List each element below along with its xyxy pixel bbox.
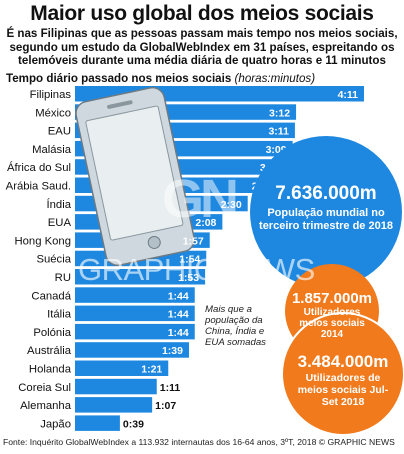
category-label: EUA — [48, 217, 72, 229]
users-2018-bubble — [281, 312, 404, 436]
value-label: 2:30 — [221, 199, 242, 211]
value-label: 1:53 — [178, 272, 199, 284]
bar — [75, 269, 206, 285]
comparison-note: Mais que a população da China, Índia e E… — [205, 304, 266, 348]
value-label: 1:11 — [160, 382, 181, 394]
users-2014-bubble-text: 1.857.000m Utilizadores meios sociais 20… — [290, 290, 374, 340]
value-label: 1:07 — [155, 400, 176, 412]
source-note: Fonte: Inquérito GlobalWebIndex a 113.93… — [3, 437, 395, 447]
bar — [75, 305, 195, 322]
value-label: 1:54 — [179, 254, 200, 266]
category-label: Índia — [47, 198, 72, 211]
population-label: População mundial no terceiro trimestre … — [259, 207, 393, 232]
population-value: 7.636.000m — [275, 183, 377, 204]
category-label: Arábia Saud. — [6, 181, 71, 193]
value-label: 3:11 — [268, 126, 289, 138]
category-label: RU — [55, 272, 71, 284]
bar — [75, 342, 189, 358]
chart-title: Maior uso global dos meios sociais — [30, 2, 374, 25]
value-label: 4:11 — [338, 89, 359, 101]
category-label: Austrália — [27, 345, 72, 357]
bar — [75, 323, 195, 340]
category-label: EAU — [48, 126, 71, 138]
bar — [75, 415, 120, 431]
phone-illustration — [75, 86, 195, 267]
value-label: 1:44 — [168, 290, 189, 302]
value-label: 1:44 — [168, 309, 189, 321]
category-label: Holanda — [29, 364, 72, 376]
category-label: Coreia Sul — [18, 382, 71, 394]
users-2018-value: 3.484.000m — [297, 352, 389, 371]
bar — [75, 287, 195, 303]
category-label: México — [35, 107, 71, 119]
category-label: Canadá — [31, 290, 71, 302]
users-2014-value: 1.857.000m — [291, 290, 373, 307]
value-label: 2:08 — [195, 217, 216, 229]
category-label: África do Sul — [7, 161, 71, 174]
population-bubble — [250, 136, 402, 288]
population-bubble-text: 7.636.000m População mundial no terceiro… — [256, 183, 396, 232]
bar — [75, 360, 169, 376]
axis-caption: Tempo diário passado nos meios sociais (… — [6, 72, 398, 85]
value-label: 1:57 — [183, 235, 204, 247]
category-label: Suécia — [36, 254, 71, 266]
axis-caption-text: Tempo diário passado nos meios sociais — [6, 72, 232, 85]
category-label: Polónia — [33, 327, 71, 339]
bar — [75, 378, 157, 395]
users-2018-label: Utilizadores de meios sociais Jul-Set 20… — [297, 372, 389, 408]
axis-unit: (horas:minutos) — [234, 72, 316, 85]
value-label: 3:12 — [269, 107, 290, 119]
category-label: Malásia — [32, 144, 72, 156]
users-2014-label: Utilizadores meios sociais 2014 — [299, 307, 365, 340]
category-label: Hong Kong — [14, 235, 71, 247]
value-label: 1:39 — [162, 345, 183, 357]
value-label: 0:39 — [123, 418, 144, 430]
category-label: Filipinas — [30, 89, 72, 101]
category-label: Japão — [40, 418, 71, 430]
category-label: Itália — [47, 309, 72, 321]
chart-subtitle: É nas Filipinas que as pessoas passam ma… — [6, 27, 398, 67]
bar — [75, 397, 153, 413]
value-label: 1:21 — [141, 364, 162, 376]
value-label: 1:44 — [168, 327, 189, 339]
category-label: Alemanha — [20, 400, 72, 412]
users-2018-bubble-text: 3.484.000m Utilizadores de meios sociais… — [290, 352, 396, 408]
